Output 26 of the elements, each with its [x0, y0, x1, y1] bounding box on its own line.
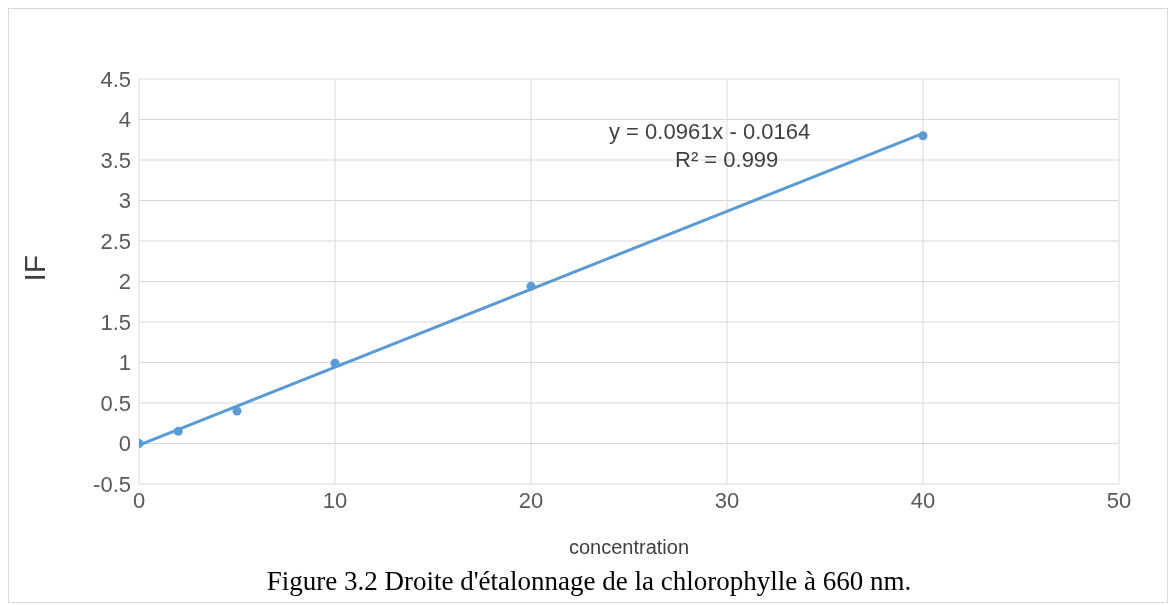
y-tick-label: 2 [118, 269, 131, 295]
x-tick-label: 50 [1106, 487, 1132, 513]
x-tick-label: 40 [910, 487, 936, 513]
y-tick-label: 0 [118, 431, 131, 457]
x-axis-title: concentration [568, 536, 690, 558]
point [232, 406, 242, 416]
y-tick-label: 4.5 [100, 66, 131, 92]
y-tick-label: -0.5 [93, 471, 131, 497]
y-tick-label: 4 [118, 107, 131, 133]
caption: Figure 3.2 Droite d'étalonnage de la chlorophylle à 660 nm. [265, 566, 913, 597]
y-tick-label: 3.5 [100, 147, 131, 173]
point [173, 426, 183, 436]
y-tick-label: 0.5 [100, 390, 131, 416]
point [918, 131, 928, 141]
x-tick-label: 30 [714, 487, 740, 513]
x-tick-label: 10 [322, 487, 348, 513]
point [526, 281, 536, 291]
point [330, 358, 340, 368]
y-tick-label: 3 [118, 188, 131, 214]
y-axis-title: IF [17, 254, 51, 282]
annotation: y = 0.0961x - 0.0164 [609, 119, 811, 145]
y-tick-label: 1.5 [100, 309, 131, 335]
annotation: R² = 0.999 [675, 147, 779, 173]
x-tick-label: 20 [518, 487, 544, 513]
y-tick-label: 1 [118, 350, 131, 376]
y-tick-label: 2.5 [100, 228, 131, 254]
